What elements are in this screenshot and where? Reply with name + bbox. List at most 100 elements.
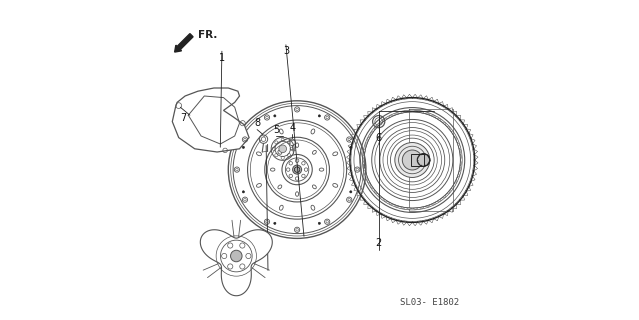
Polygon shape (423, 96, 429, 101)
Ellipse shape (333, 152, 337, 156)
Polygon shape (357, 124, 362, 129)
Polygon shape (447, 207, 452, 212)
Circle shape (279, 145, 286, 153)
Polygon shape (376, 210, 381, 216)
Ellipse shape (296, 143, 298, 148)
Circle shape (348, 198, 350, 201)
Polygon shape (454, 178, 457, 184)
Polygon shape (447, 108, 452, 113)
Polygon shape (463, 124, 468, 129)
FancyArrow shape (174, 34, 193, 52)
Polygon shape (459, 120, 465, 125)
Polygon shape (465, 186, 471, 191)
Polygon shape (452, 111, 457, 116)
Polygon shape (442, 194, 446, 198)
Circle shape (326, 220, 328, 223)
Circle shape (266, 116, 268, 119)
Polygon shape (363, 160, 365, 166)
Text: 2: 2 (376, 238, 382, 248)
Polygon shape (350, 176, 355, 181)
Polygon shape (378, 122, 383, 126)
Ellipse shape (278, 185, 282, 189)
Polygon shape (473, 155, 478, 160)
Polygon shape (465, 129, 471, 134)
Polygon shape (347, 165, 352, 171)
Polygon shape (431, 116, 436, 118)
Ellipse shape (296, 192, 298, 196)
Circle shape (348, 138, 350, 141)
Polygon shape (450, 184, 454, 189)
Polygon shape (407, 221, 412, 226)
Polygon shape (378, 194, 383, 198)
Polygon shape (364, 148, 366, 154)
Ellipse shape (320, 168, 324, 171)
Polygon shape (428, 97, 434, 102)
Circle shape (266, 220, 268, 223)
Polygon shape (433, 216, 438, 221)
Polygon shape (400, 111, 406, 114)
Circle shape (243, 138, 246, 141)
Polygon shape (418, 95, 423, 100)
Polygon shape (472, 171, 477, 176)
Polygon shape (438, 102, 443, 107)
Polygon shape (374, 126, 378, 131)
Polygon shape (386, 216, 391, 221)
Polygon shape (372, 207, 377, 212)
Bar (411, 154, 424, 166)
Polygon shape (457, 172, 459, 178)
Circle shape (243, 198, 246, 201)
Polygon shape (381, 102, 387, 107)
Ellipse shape (311, 205, 315, 210)
Polygon shape (374, 189, 378, 194)
Polygon shape (394, 113, 400, 116)
Polygon shape (406, 110, 412, 112)
Polygon shape (473, 165, 477, 171)
Polygon shape (347, 149, 352, 155)
Polygon shape (368, 178, 371, 184)
Polygon shape (431, 202, 436, 204)
Polygon shape (351, 181, 357, 186)
Polygon shape (457, 142, 459, 148)
Polygon shape (456, 116, 461, 121)
Polygon shape (357, 191, 362, 196)
Polygon shape (350, 139, 355, 144)
Polygon shape (459, 195, 465, 200)
Text: 7: 7 (180, 113, 187, 124)
Polygon shape (366, 142, 368, 148)
Polygon shape (383, 118, 389, 122)
Circle shape (395, 142, 430, 178)
Polygon shape (368, 204, 373, 209)
Polygon shape (371, 184, 374, 189)
Polygon shape (460, 160, 462, 166)
Polygon shape (412, 94, 418, 99)
Polygon shape (396, 96, 402, 101)
Polygon shape (383, 198, 389, 202)
Polygon shape (401, 220, 407, 225)
Polygon shape (371, 131, 374, 136)
Polygon shape (354, 129, 359, 134)
Text: FR.: FR. (198, 30, 217, 40)
Polygon shape (412, 221, 418, 226)
Polygon shape (473, 160, 478, 165)
Text: 6: 6 (376, 132, 381, 143)
Circle shape (350, 146, 352, 148)
Ellipse shape (312, 185, 316, 189)
Circle shape (326, 116, 328, 119)
Ellipse shape (256, 152, 261, 156)
Circle shape (242, 146, 245, 148)
Polygon shape (200, 230, 272, 296)
Polygon shape (391, 97, 396, 102)
Circle shape (403, 150, 422, 170)
Polygon shape (425, 113, 431, 116)
Polygon shape (354, 186, 359, 191)
Polygon shape (412, 110, 419, 112)
Circle shape (350, 98, 475, 222)
Polygon shape (433, 99, 438, 104)
Polygon shape (472, 144, 477, 149)
Circle shape (350, 191, 352, 193)
Polygon shape (394, 204, 400, 207)
Polygon shape (436, 198, 442, 202)
Polygon shape (436, 118, 442, 122)
Polygon shape (446, 126, 450, 131)
Text: 5: 5 (273, 124, 279, 135)
